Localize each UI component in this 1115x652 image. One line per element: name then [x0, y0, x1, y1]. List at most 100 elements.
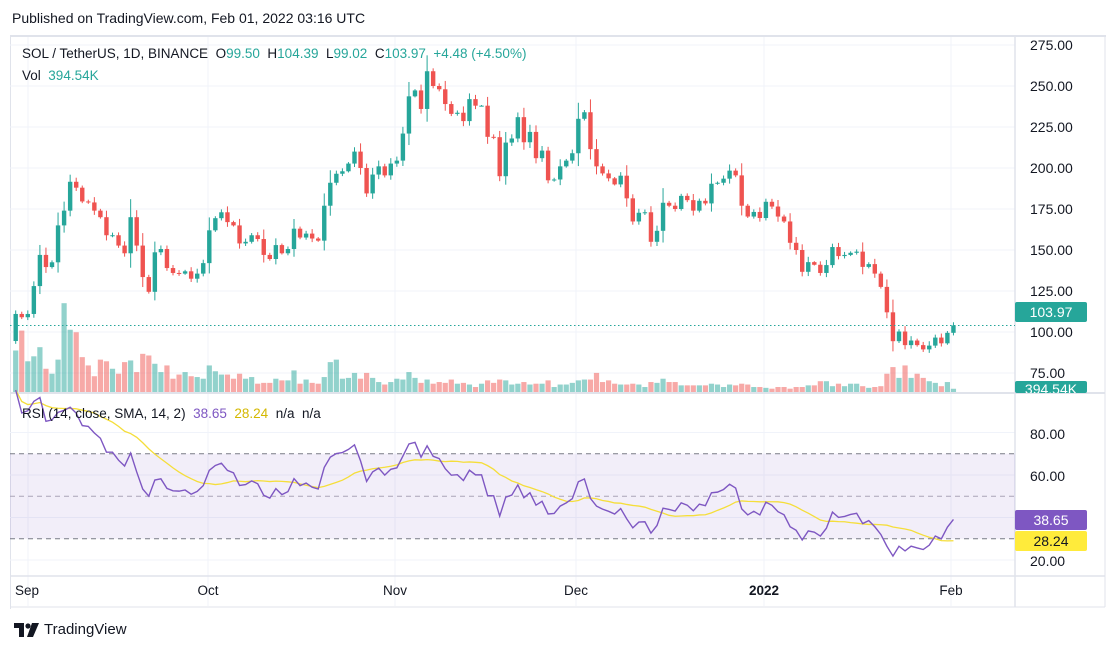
candle — [104, 217, 109, 236]
candle — [467, 99, 472, 122]
published-caption: Published on TradingView.com, Feb 01, 20… — [12, 10, 366, 26]
volume-bar — [902, 365, 908, 392]
volume-bar — [31, 356, 37, 392]
candle — [443, 89, 448, 105]
volume-bar — [727, 384, 733, 392]
volume-bar — [115, 373, 122, 392]
volume-bar — [212, 371, 218, 392]
volume-bar — [273, 378, 279, 392]
rsi-value: 38.65 — [193, 406, 227, 421]
volume-bar — [551, 387, 557, 392]
volume-bar — [37, 347, 43, 392]
candle — [273, 245, 279, 260]
candle — [806, 262, 811, 272]
volume-bar — [466, 384, 473, 392]
open-value: 99.50 — [226, 46, 260, 61]
candle — [49, 262, 55, 268]
volume-bar — [436, 382, 442, 392]
volume-bar — [926, 381, 932, 392]
candle — [491, 136, 496, 138]
volume-bar — [648, 382, 654, 392]
candle — [612, 178, 617, 185]
volume-bar — [599, 382, 606, 392]
volume-bar — [140, 353, 146, 392]
candle — [479, 105, 484, 107]
candle — [945, 332, 950, 344]
candle — [316, 238, 321, 241]
candle — [176, 272, 182, 274]
time-axis-label: Sep — [14, 583, 40, 598]
volume-bar — [932, 382, 938, 392]
candle — [74, 181, 79, 188]
volume-bar — [152, 363, 158, 392]
rsi-title[interactable]: RSI (14, close, SMA, 14, 2) — [22, 406, 186, 421]
rsi-legend: RSI (14, close, SMA, 14, 2) 38.65 28.24 … — [22, 406, 321, 421]
rsi-sma-value: 28.24 — [234, 406, 269, 421]
volume-bar — [412, 377, 418, 392]
candle — [213, 218, 218, 231]
volume-bar — [769, 388, 775, 392]
volume-bar — [557, 384, 563, 392]
tradingview-logo[interactable]: TradingView — [14, 621, 127, 638]
candle — [328, 182, 333, 206]
volume-bar — [914, 373, 920, 392]
candle — [25, 313, 30, 318]
candle — [624, 175, 629, 199]
volume-bar — [13, 350, 19, 392]
volume-bar — [509, 384, 515, 392]
candle — [279, 245, 285, 254]
volume-bar — [55, 359, 61, 392]
volume-bar — [757, 387, 763, 392]
candle — [721, 178, 726, 183]
volume-bar — [448, 379, 454, 392]
volume-bar — [176, 374, 182, 392]
volume-bar — [841, 386, 848, 392]
volume-bar — [745, 384, 751, 392]
candle — [539, 150, 545, 159]
symbol-title[interactable]: SOL / TetherUS, 1D, BINANCE — [22, 46, 209, 61]
candle — [86, 201, 91, 203]
volume-bar — [303, 379, 309, 392]
volume-bar — [654, 382, 660, 392]
candle — [449, 104, 454, 114]
candle — [763, 201, 769, 219]
volume-bar — [848, 383, 854, 392]
candle — [751, 211, 756, 217]
volume-bar — [678, 385, 684, 392]
candle — [394, 160, 400, 164]
volume-bar — [612, 383, 618, 392]
candle — [533, 131, 539, 159]
candle — [545, 150, 551, 181]
candle — [503, 142, 508, 177]
rsi-axis-label: 20.00 — [1030, 553, 1066, 569]
volume-bar — [660, 378, 666, 392]
volume-bar — [321, 377, 327, 392]
volume-bar — [218, 374, 224, 392]
volume-bar — [261, 382, 267, 392]
candle — [576, 118, 581, 154]
candle — [642, 212, 648, 214]
volume-bar — [497, 379, 503, 392]
volume-label: Vol — [22, 68, 41, 83]
candle — [757, 211, 763, 219]
candle — [255, 235, 260, 240]
price-axis-label: 125.00 — [1030, 283, 1073, 299]
volume-bar — [267, 382, 273, 392]
close-value: 103.97 — [384, 46, 426, 61]
volume-bar — [25, 361, 31, 392]
volume-bar — [739, 383, 745, 392]
volume-bar — [370, 377, 376, 392]
chart-frame — [10, 35, 1106, 609]
candle — [739, 175, 744, 206]
rsi-band — [10, 453, 1015, 539]
candle — [830, 247, 835, 266]
volume-bar — [920, 377, 926, 392]
candle — [787, 221, 793, 243]
volume-bar — [672, 382, 678, 392]
volume-bar — [472, 387, 479, 392]
rsi-sma-line — [15, 389, 954, 542]
price-axis-label: 225.00 — [1030, 119, 1073, 135]
candle — [122, 245, 127, 254]
volume-bar — [569, 382, 575, 392]
